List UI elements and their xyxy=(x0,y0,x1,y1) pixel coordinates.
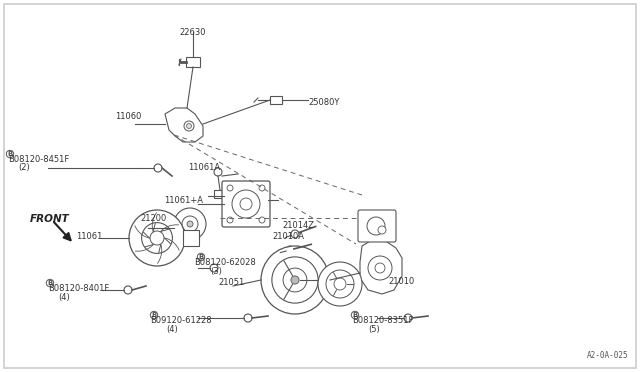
Circle shape xyxy=(227,217,233,223)
Text: B08120-8351F: B08120-8351F xyxy=(352,316,413,325)
Text: 11060: 11060 xyxy=(115,112,141,121)
Text: (5): (5) xyxy=(368,325,380,334)
Polygon shape xyxy=(165,108,203,142)
Text: B: B xyxy=(8,151,13,157)
Text: 21200: 21200 xyxy=(140,214,166,223)
Text: B: B xyxy=(152,312,157,318)
Text: 11061: 11061 xyxy=(76,232,102,241)
Circle shape xyxy=(154,164,162,172)
FancyBboxPatch shape xyxy=(222,181,270,227)
Circle shape xyxy=(272,257,318,303)
Text: 11061A: 11061A xyxy=(188,163,220,172)
Text: (4): (4) xyxy=(58,293,70,302)
Text: 21051: 21051 xyxy=(218,278,244,287)
FancyBboxPatch shape xyxy=(358,210,396,242)
Circle shape xyxy=(259,185,265,191)
Circle shape xyxy=(141,222,172,253)
Text: 25080Y: 25080Y xyxy=(308,98,339,107)
Circle shape xyxy=(182,216,198,232)
FancyBboxPatch shape xyxy=(214,190,222,198)
Circle shape xyxy=(240,198,252,210)
FancyBboxPatch shape xyxy=(186,57,200,67)
Text: 21010A: 21010A xyxy=(272,232,304,241)
Circle shape xyxy=(186,124,191,128)
Text: A2-0A-025: A2-0A-025 xyxy=(586,351,628,360)
Text: B09120-61228: B09120-61228 xyxy=(150,316,212,325)
Circle shape xyxy=(286,246,294,254)
Text: 22630: 22630 xyxy=(180,28,206,37)
Circle shape xyxy=(283,268,307,292)
Text: B08120-8451F: B08120-8451F xyxy=(8,155,69,164)
Circle shape xyxy=(150,231,164,245)
Circle shape xyxy=(291,230,299,238)
Circle shape xyxy=(261,246,329,314)
Circle shape xyxy=(214,168,222,176)
Text: B08120-8401F: B08120-8401F xyxy=(48,284,109,293)
Circle shape xyxy=(232,190,260,218)
Circle shape xyxy=(184,121,194,131)
Text: 21014Z: 21014Z xyxy=(282,221,314,230)
Text: B: B xyxy=(198,254,204,260)
Text: (3): (3) xyxy=(210,267,222,276)
Text: FRONT: FRONT xyxy=(30,214,70,224)
Text: (2): (2) xyxy=(18,163,29,172)
Circle shape xyxy=(227,185,233,191)
FancyBboxPatch shape xyxy=(183,230,199,246)
Circle shape xyxy=(318,262,362,306)
Circle shape xyxy=(326,270,354,298)
Text: B08120-62028: B08120-62028 xyxy=(194,258,256,267)
Circle shape xyxy=(174,208,206,240)
FancyBboxPatch shape xyxy=(270,96,282,104)
Circle shape xyxy=(404,314,412,322)
Circle shape xyxy=(367,217,385,235)
Circle shape xyxy=(187,221,193,227)
Circle shape xyxy=(124,286,132,294)
Circle shape xyxy=(210,264,218,272)
Text: 21010: 21010 xyxy=(388,277,414,286)
Circle shape xyxy=(244,314,252,322)
Text: (4): (4) xyxy=(166,325,178,334)
Polygon shape xyxy=(360,240,402,294)
Text: B: B xyxy=(47,280,52,286)
Circle shape xyxy=(334,278,346,290)
Circle shape xyxy=(291,276,299,284)
Circle shape xyxy=(375,263,385,273)
Circle shape xyxy=(129,210,185,266)
Text: 11061+A: 11061+A xyxy=(164,196,203,205)
Circle shape xyxy=(378,226,386,234)
Circle shape xyxy=(368,256,392,280)
Circle shape xyxy=(259,217,265,223)
Text: B: B xyxy=(353,312,358,318)
